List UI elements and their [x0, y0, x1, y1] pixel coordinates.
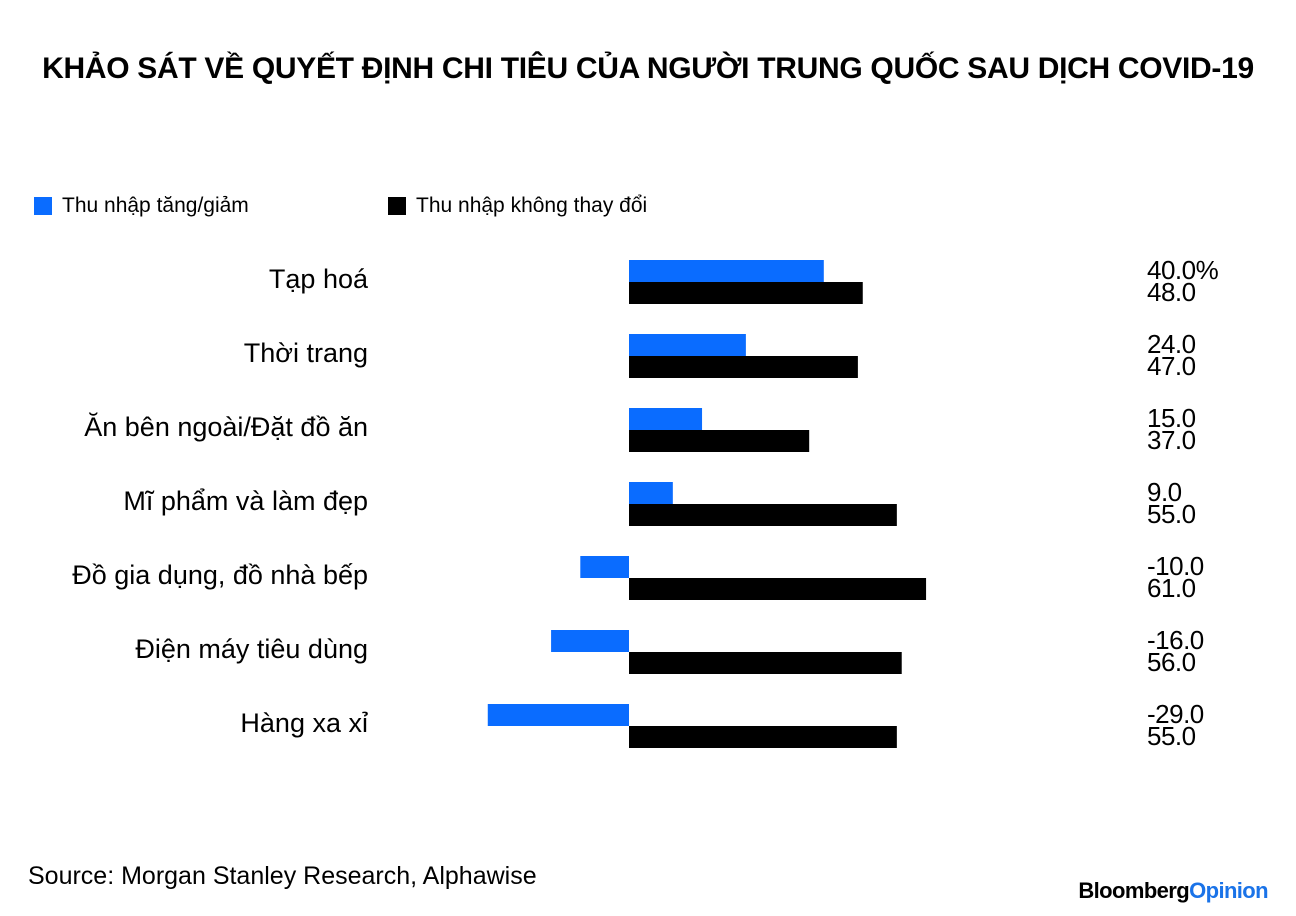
bar-income-changed: [551, 630, 629, 652]
bar-income-unchanged: [629, 430, 810, 452]
data-label: 24.0: [1147, 329, 1196, 359]
data-label: -29.0: [1147, 699, 1204, 729]
data-label: 15.0: [1147, 403, 1196, 433]
data-label: 55.0: [1147, 499, 1196, 529]
data-label: -10.0: [1147, 551, 1204, 581]
bar-income-changed: [629, 408, 703, 430]
bar-income-changed: [580, 556, 629, 578]
category-label: Mĩ phẩm và làm đẹp: [123, 486, 368, 516]
category-label: Đồ gia dụng, đồ nhà bếp: [72, 560, 368, 590]
bar-income-unchanged: [629, 504, 897, 526]
bar-income-changed: [629, 482, 673, 504]
source-note: Source: Morgan Stanley Research, Alphawi…: [28, 862, 537, 890]
legend-label: Thu nhập không thay đổi: [416, 194, 648, 217]
bar-income-unchanged: [629, 282, 863, 304]
bar-income-changed: [629, 260, 824, 282]
data-label: 61.0: [1147, 573, 1196, 603]
legend-swatch-blue: [34, 197, 52, 215]
data-label: 48.0: [1147, 277, 1196, 307]
data-label: 56.0: [1147, 647, 1196, 677]
data-label: 55.0: [1147, 721, 1196, 751]
category-label: Tạp hoá: [269, 264, 369, 294]
brand-logo: BloombergOpinion: [1078, 878, 1268, 904]
chart-title: KHẢO SÁT VỀ QUYẾT ĐỊNH CHI TIÊU CỦA NGƯỜ…: [42, 52, 1254, 85]
brand-logo-part: Bloomberg: [1078, 878, 1190, 903]
data-label: 40.0%: [1147, 255, 1219, 285]
bar-income-unchanged: [629, 726, 897, 748]
category-label: Điện máy tiêu dùng: [135, 634, 368, 664]
legend-item-income-unchanged: Thu nhập không thay đổi: [388, 192, 647, 220]
bar-income-changed: [629, 334, 746, 356]
data-label: 47.0: [1147, 351, 1196, 381]
data-label: 37.0: [1147, 425, 1196, 455]
bar-income-unchanged: [629, 356, 858, 378]
category-label: Hàng xa xỉ: [240, 708, 368, 738]
category-label: Thời trang: [244, 338, 368, 368]
bar-income-changed: [487, 704, 629, 726]
bar-income-unchanged: [629, 652, 902, 674]
data-label: 9.0: [1147, 477, 1182, 507]
legend-swatch-black: [388, 197, 406, 215]
legend-label: Thu nhập tăng/giảm: [62, 194, 249, 217]
legend-item-income-changed: Thu nhập tăng/giảm: [34, 192, 249, 220]
bar-income-unchanged: [629, 578, 927, 600]
brand-logo-part: Opinion: [1189, 878, 1269, 903]
category-label: Ăn bên ngoài/Đặt đồ ăn: [84, 412, 368, 442]
data-label: -16.0: [1147, 625, 1204, 655]
